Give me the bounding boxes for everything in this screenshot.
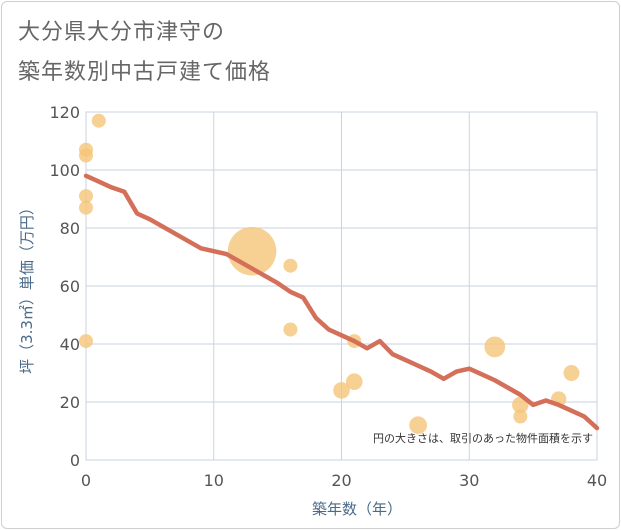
tick-labels: 0 10 20 30 40 0 20 40 60 80 100 120: [49, 103, 607, 490]
scatter-point: [79, 200, 93, 215]
y-tick-label: 100: [49, 161, 80, 180]
scatter-point: [484, 336, 506, 358]
y-tick-label: 0: [70, 451, 80, 470]
scatter-point: [563, 365, 580, 381]
y-tick-label: 80: [60, 219, 80, 238]
x-tick-label: 20: [331, 471, 351, 490]
x-axis-label: 築年数（年）: [312, 500, 402, 518]
y-tick-label: 40: [60, 335, 80, 354]
chart-title-line1: 大分県大分市津守の: [18, 20, 226, 45]
x-tick-label: 0: [81, 471, 91, 490]
scatter-point: [79, 148, 93, 163]
scatter-point: [283, 258, 298, 273]
scatter-point: [345, 373, 363, 390]
y-axis-label: 坪（3.3㎡）単価（万円）: [18, 200, 36, 374]
x-tick-label: 30: [459, 471, 479, 490]
y-tick-label: 120: [49, 103, 80, 122]
x-tick-label: 40: [587, 471, 607, 490]
x-tick-label: 10: [204, 471, 224, 490]
scatter-point: [333, 382, 350, 399]
trend-line-group: [83, 173, 600, 431]
scatter-point: [91, 113, 106, 128]
trend-line: [83, 173, 600, 431]
grid-lines: [85, 111, 598, 461]
scatter-point: [283, 322, 298, 337]
scatter-point: [513, 409, 528, 424]
y-tick-label: 20: [60, 393, 80, 412]
scatter-point: [79, 189, 93, 204]
scatter-point: [409, 416, 428, 435]
scatter-point: [79, 334, 93, 349]
y-tick-label: 60: [60, 277, 80, 296]
bubble-size-note: 円の大きさは、取引のあった物件面積を示す: [373, 431, 593, 445]
chart-title-line2: 築年数別中古戸建て価格: [18, 60, 272, 85]
